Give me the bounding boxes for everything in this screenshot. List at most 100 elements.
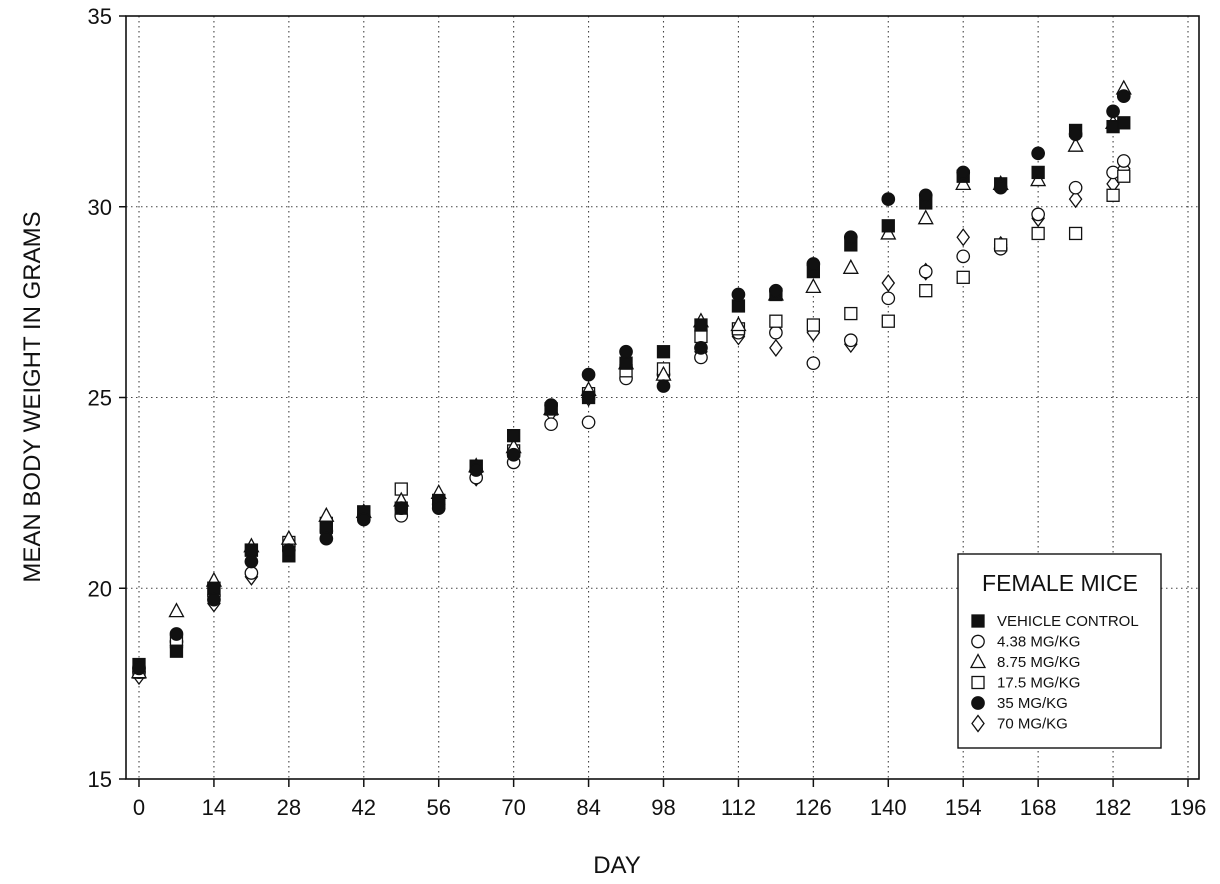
legend-box: [957, 553, 1162, 749]
data-point: [769, 325, 783, 340]
legend-entry: 35 MG/KG: [971, 695, 1068, 712]
x-tick-label: 112: [721, 795, 756, 820]
data-point: [1031, 226, 1045, 241]
data-point: [842, 258, 859, 274]
data-point: [881, 314, 895, 328]
data-point: [1106, 104, 1120, 119]
data-point: [769, 314, 783, 328]
x-tick-label: 70: [501, 795, 525, 820]
legend-label: 35 MG/KG: [997, 695, 1068, 712]
data-point: [506, 447, 521, 462]
data-point: [806, 356, 821, 371]
data-point: [132, 661, 146, 676]
y-tick-label: 25: [88, 386, 112, 411]
data-point: [769, 283, 783, 298]
data-point: [544, 417, 558, 432]
data-point: [169, 644, 184, 658]
data-points: [130, 79, 1132, 686]
data-point: [806, 257, 821, 271]
data-point: [956, 270, 970, 284]
y-tick-label: 20: [88, 576, 112, 601]
data-point: [169, 627, 184, 641]
x-tick-label: 182: [1095, 795, 1132, 820]
data-point: [769, 338, 783, 357]
data-point: [1106, 188, 1120, 202]
data-point: [881, 273, 896, 293]
x-tick-label: 168: [1020, 795, 1057, 820]
data-point: [319, 520, 333, 534]
data-point: [730, 316, 747, 332]
data-point: [581, 390, 596, 405]
legend-title: FEMALE MICE: [982, 570, 1138, 596]
x-tick-label: 14: [202, 795, 226, 820]
legend-label: 8.75 MG/KG: [997, 654, 1080, 671]
data-point: [1068, 180, 1083, 195]
data-point: [282, 543, 296, 557]
legend-marker: [969, 653, 987, 669]
legend-marker: [971, 675, 985, 690]
data-point: [694, 329, 708, 344]
data-point: [806, 318, 821, 332]
data-point: [168, 602, 185, 618]
data-point: [318, 506, 335, 522]
y-tick-label: 30: [88, 195, 112, 220]
data-point: [1031, 146, 1045, 161]
data-point: [843, 333, 858, 348]
data-point: [844, 306, 858, 321]
data-point: [619, 344, 633, 359]
data-point: [956, 249, 971, 264]
x-tick-label: 98: [651, 795, 675, 820]
legend-label: 17.5 MG/KG: [997, 675, 1080, 692]
legend-entry: 70 MG/KG: [971, 714, 1068, 733]
x-tick-label: 28: [277, 795, 301, 820]
data-point: [1067, 136, 1084, 152]
axis-ticks: [119, 15, 1189, 787]
data-point: [656, 379, 671, 393]
legend-marker: [971, 634, 985, 649]
data-point: [994, 238, 1008, 252]
x-tick-label: 196: [1170, 795, 1207, 820]
data-point: [544, 398, 558, 412]
legend-label: 4.38 MG/KG: [997, 634, 1080, 651]
legend-marker: [971, 714, 985, 733]
data-point: [1117, 116, 1131, 130]
data-point: [918, 188, 933, 203]
data-point: [356, 512, 371, 527]
data-point: [881, 219, 895, 233]
data-point: [1117, 169, 1131, 183]
data-point: [731, 287, 746, 302]
x-tick-label: 0: [133, 795, 145, 820]
data-point: [244, 566, 259, 580]
data-point: [656, 345, 671, 359]
data-point: [805, 277, 822, 294]
y-tick-label: 15: [88, 767, 112, 792]
x-tick-label: 56: [426, 795, 450, 820]
data-point: [1116, 154, 1131, 168]
data-point: [244, 543, 259, 557]
data-point: [319, 531, 334, 546]
data-point: [731, 299, 746, 313]
legend-label: 70 MG/KG: [997, 716, 1068, 733]
data-point: [619, 356, 633, 370]
y-axis-tick-labels: 15 20 25 30 35: [88, 4, 112, 792]
data-point: [956, 165, 971, 180]
data-point: [694, 341, 708, 355]
data-point: [1068, 127, 1083, 142]
data-point: [918, 264, 933, 279]
data-point: [843, 230, 858, 245]
data-point: [917, 209, 934, 225]
legend-marker: [971, 696, 985, 710]
x-tick-label: 126: [795, 795, 832, 820]
data-point: [956, 228, 971, 247]
data-point: [881, 192, 896, 206]
x-tick-label: 154: [945, 795, 982, 820]
data-point: [1068, 226, 1083, 241]
data-point: [207, 592, 221, 607]
x-axis-tick-labels: 0 14 28 42 56 70 84 98 112 126 140 154 168 182 196: [133, 795, 1206, 820]
data-point: [993, 180, 1008, 195]
data-point: [1068, 190, 1083, 209]
legend-entry: 17.5 MG/KG: [971, 675, 1080, 692]
data-point: [581, 415, 596, 430]
data-point: [919, 284, 933, 298]
legend-entry: 4.38 MG/KG: [971, 634, 1080, 651]
